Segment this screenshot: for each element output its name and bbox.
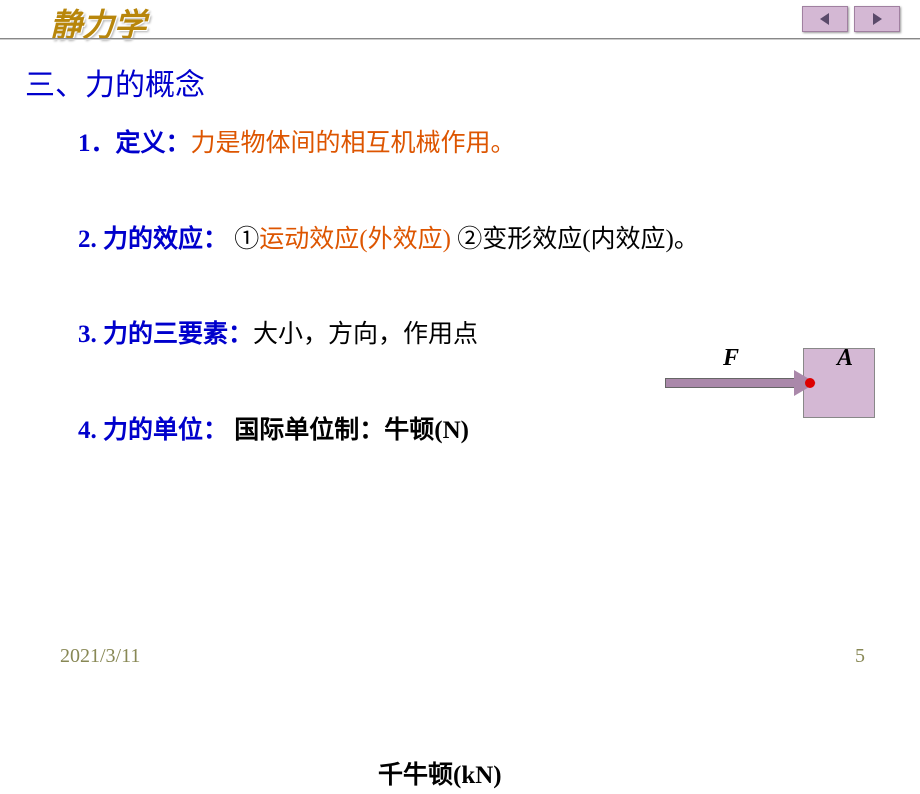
def-text: 力是物体间的相互机械作用。: [191, 130, 516, 157]
content-area: 1．定义：力是物体间的相互机械作用。 2. 力的效应： ①运动效应(外效应) ②…: [78, 125, 878, 507]
item-effect: 2. 力的效应： ①运动效应(外效应) ②变形效应(内效应)。: [78, 221, 878, 259]
effect-hl: 运动效应(外效应): [259, 226, 451, 253]
footer-date: 2021/3/11: [60, 645, 140, 668]
triangle-right-icon: [869, 11, 885, 27]
header-divider: [0, 38, 920, 40]
unit-line2: 千牛顿(kN): [378, 757, 502, 794]
section-heading: 三、力的概念: [25, 60, 205, 104]
triangle-left-icon: [817, 11, 833, 27]
effect-part2: ②变形效应(内效应)。: [451, 226, 699, 253]
next-button[interactable]: [854, 6, 900, 32]
effect-label: 2. 力的效应：: [78, 226, 228, 253]
def-label: 1．定义：: [78, 130, 191, 157]
elements-text: 大小，方向，作用点: [253, 321, 478, 348]
effect-num1: ①: [228, 226, 259, 253]
nav-button-group: [802, 6, 900, 32]
point-label-a: A: [837, 345, 853, 372]
prev-button[interactable]: [802, 6, 848, 32]
force-arrow-shaft: [665, 378, 795, 388]
force-diagram: F A: [655, 348, 875, 418]
elements-label: 3. 力的三要素：: [78, 321, 253, 348]
footer-page-number: 5: [855, 645, 865, 668]
unit-label: 4. 力的单位：: [78, 417, 228, 444]
item-definition: 1．定义：力是物体间的相互机械作用。: [78, 125, 878, 163]
unit-line1: 国际单位制：牛顿(N): [228, 417, 469, 444]
application-point: [805, 378, 815, 388]
force-label-f: F: [723, 345, 739, 372]
slide-header: 静力学: [0, 0, 920, 40]
